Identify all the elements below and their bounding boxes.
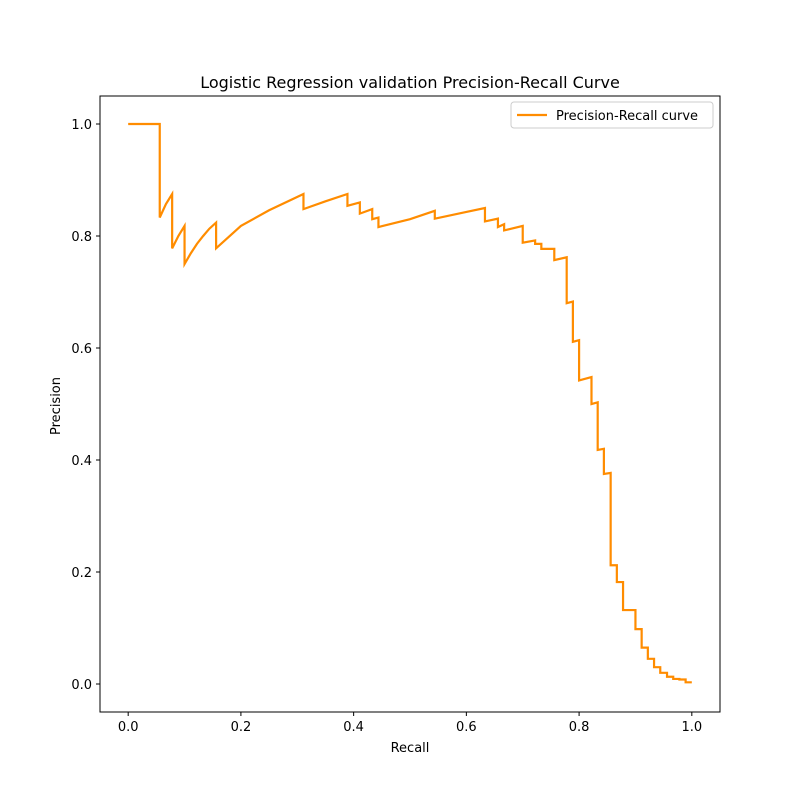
x-tick-label: 0.0 [118,720,139,735]
plot-area: 0.0 0.2 0.4 0.6 0.8 1.0 0.0 0.2 0.4 0.6 0.8 1.0 Prec… [71,95,721,735]
y-tick-label: 0.0 [71,678,92,693]
axes-frame [99,95,721,713]
y-tick-label: 0.4 [71,454,92,469]
x-tick-label: 0.6 [456,720,477,735]
y-axis-title: Precision [49,377,64,435]
chart-title: Logistic Regression validation Precision… [200,73,620,92]
legend-box [510,101,714,129]
y-tick-label: 0.2 [71,566,92,581]
x-axis-title: Recall [391,741,430,756]
x-tick-label: 0.8 [569,720,590,735]
y-tick-label: 1.0 [71,118,92,133]
series-line-0 [128,122,692,684]
x-tick-label: 1.0 [681,720,702,735]
x-tick-label: 0.2 [231,720,252,735]
legend-label: Precision-Recall curve [556,109,698,124]
x-tick-label: 0.4 [343,720,364,735]
y-tick-label: 0.6 [71,342,92,357]
y-tick-label: 0.8 [71,230,92,245]
